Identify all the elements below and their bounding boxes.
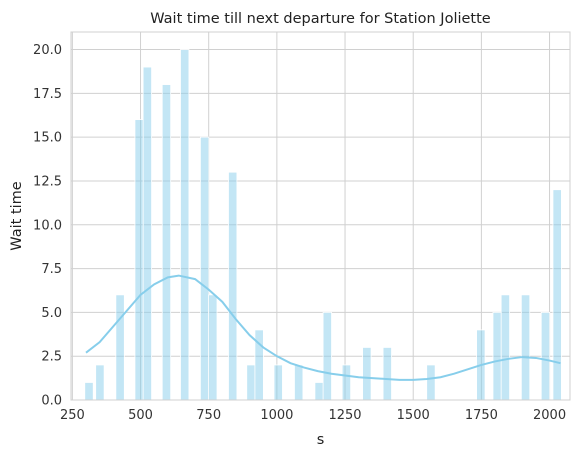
- histogram-bar: [247, 365, 255, 400]
- histogram-bar: [427, 365, 435, 400]
- chart-title: Wait time till next departure for Statio…: [150, 11, 491, 27]
- y-axis-label: Wait time: [9, 181, 25, 250]
- x-tick-label: 1000: [260, 408, 293, 423]
- histogram-bar: [501, 295, 509, 400]
- y-tick-label: 5.0: [41, 306, 62, 321]
- histogram-bar: [116, 295, 124, 400]
- histogram-bar: [209, 295, 217, 400]
- histogram-bar: [294, 365, 302, 400]
- x-tick-label: 1500: [397, 408, 430, 423]
- histogram-bar: [323, 312, 331, 400]
- y-tick-label: 12.5: [33, 174, 62, 189]
- histogram-bar: [135, 120, 143, 400]
- x-tick-label: 250: [60, 408, 85, 423]
- x-tick-label: 500: [128, 408, 153, 423]
- y-tick-label: 7.5: [41, 262, 62, 277]
- histogram-bar: [315, 382, 323, 400]
- y-tick-label: 2.5: [41, 350, 62, 365]
- histogram-bar: [541, 312, 549, 400]
- histogram-bar: [553, 190, 561, 400]
- histogram-bar: [342, 365, 350, 400]
- y-tick-label: 15.0: [33, 131, 62, 146]
- y-tick-label: 20.0: [33, 43, 62, 58]
- y-tick-label: 10.0: [33, 218, 62, 233]
- histogram-bar: [180, 50, 188, 400]
- histogram-bar: [143, 67, 151, 400]
- histogram-bar: [493, 312, 501, 400]
- histogram-bar: [363, 347, 371, 400]
- y-tick-label: 0.0: [41, 394, 62, 409]
- histogram-bar: [274, 365, 282, 400]
- histogram-bar: [200, 137, 208, 400]
- histogram-bar: [162, 85, 170, 400]
- x-tick-label: 750: [196, 408, 221, 423]
- histogram-bar: [96, 365, 104, 400]
- histogram-bar: [383, 347, 391, 400]
- y-tick-label: 17.5: [33, 87, 62, 102]
- x-tick-label: 1250: [328, 408, 361, 423]
- histogram-bar: [85, 382, 93, 400]
- histogram-bar: [521, 295, 529, 400]
- x-tick-label: 2000: [533, 408, 566, 423]
- x-tick-label: 1750: [465, 408, 498, 423]
- x-axis-label: s: [317, 432, 325, 448]
- histogram-bar: [228, 172, 236, 400]
